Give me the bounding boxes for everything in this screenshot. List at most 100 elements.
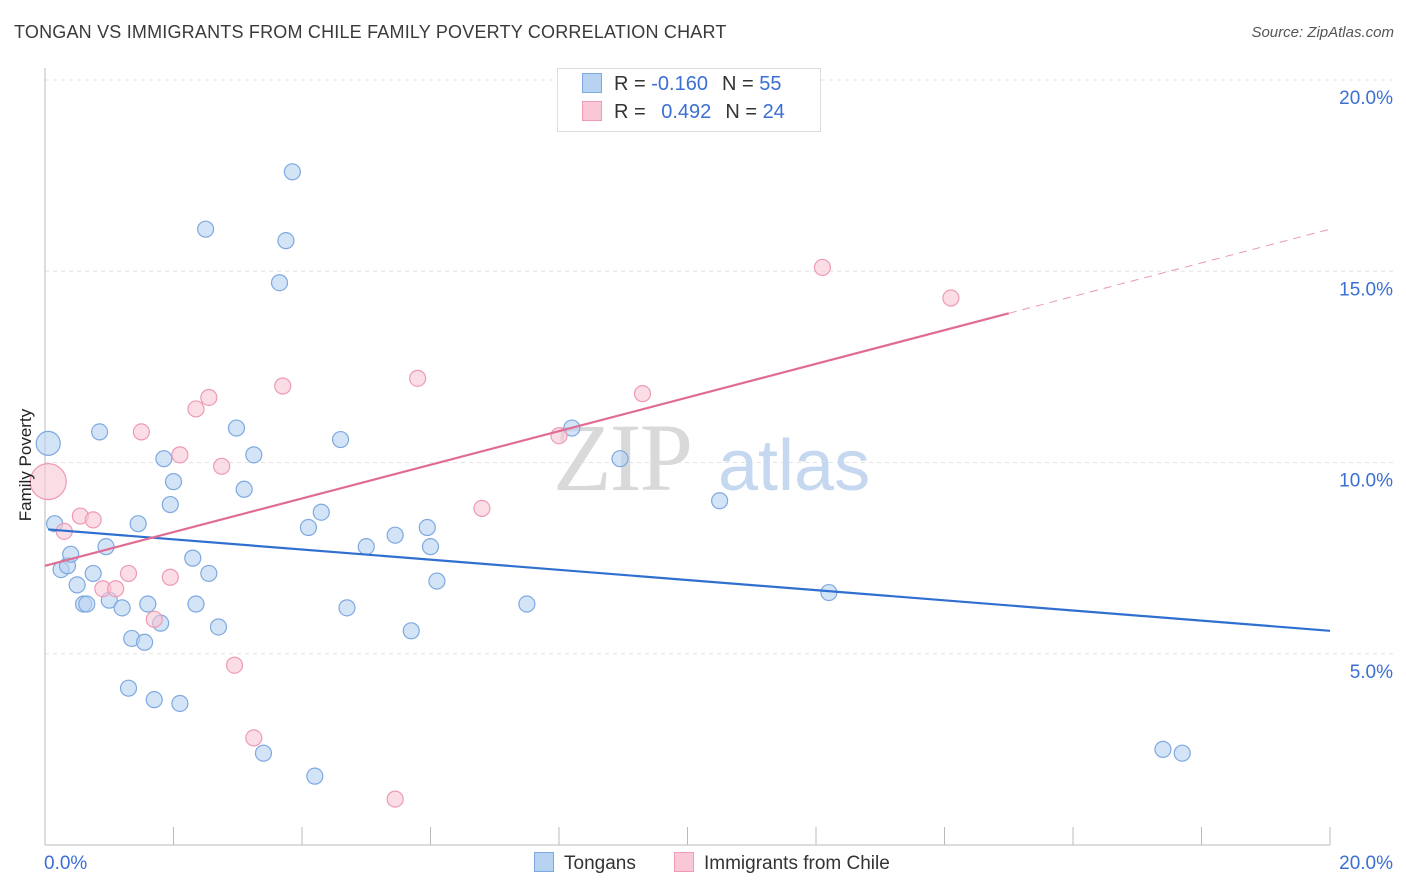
chile-point bbox=[213, 457, 231, 475]
tongans-point bbox=[277, 232, 295, 250]
y-tick-label: 10.0% bbox=[1339, 471, 1393, 492]
tongans-point bbox=[200, 564, 218, 583]
n-label: N = bbox=[721, 73, 754, 95]
y-tick-labels: 5.0% 10.0% 15.0% 20.0% bbox=[1339, 88, 1393, 683]
watermark-atlas: atlas bbox=[718, 426, 870, 506]
tongans-point bbox=[357, 538, 375, 556]
r-label: R = bbox=[614, 73, 646, 95]
chile-point bbox=[200, 388, 218, 407]
tongans-point bbox=[235, 480, 253, 498]
n-value: 24 bbox=[762, 101, 785, 123]
legend-label-tongans: Tongans bbox=[564, 853, 636, 874]
tongans-point bbox=[184, 549, 202, 567]
tongans-point bbox=[135, 633, 154, 651]
tongans-point bbox=[164, 473, 183, 491]
tongans-point bbox=[187, 595, 205, 613]
chile-legend-swatch bbox=[674, 852, 694, 872]
chile-point bbox=[84, 511, 102, 529]
tongans-point bbox=[119, 679, 138, 697]
trend-lines bbox=[44, 228, 1331, 632]
tongans-point bbox=[283, 163, 301, 181]
tongans-point bbox=[386, 526, 404, 544]
y-tick-label: 20.0% bbox=[1339, 88, 1393, 109]
tongans-point bbox=[155, 450, 173, 468]
tongans-point bbox=[227, 419, 246, 437]
r-value: 0.492 bbox=[661, 101, 712, 123]
tongans-trend-line bbox=[48, 528, 1331, 632]
tongans-point bbox=[84, 564, 102, 583]
tongans-point bbox=[299, 518, 318, 537]
y-axis-label: Family Poverty bbox=[16, 408, 35, 522]
source-label: Source: ZipAtlas.com bbox=[1251, 24, 1394, 41]
legend-label-chile: Immigrants from Chile bbox=[704, 853, 890, 874]
chile-point bbox=[813, 258, 832, 277]
tongans-point bbox=[209, 618, 228, 636]
tongans-point bbox=[68, 576, 86, 594]
tongans-point bbox=[421, 538, 440, 556]
tongans-point bbox=[197, 220, 215, 238]
y-tick-label: 15.0% bbox=[1339, 279, 1393, 300]
tongans-point bbox=[611, 450, 629, 468]
axes bbox=[44, 68, 1331, 846]
tongans-point bbox=[1154, 740, 1172, 758]
series-chile-points bbox=[29, 258, 960, 808]
chile-point bbox=[409, 369, 427, 387]
legend-item-chile[interactable]: Immigrants from Chile bbox=[674, 852, 890, 875]
chile-point bbox=[225, 656, 244, 674]
tongans-point bbox=[518, 595, 536, 613]
tongans-point bbox=[1173, 744, 1191, 762]
chile-point bbox=[386, 790, 404, 808]
series-tongans-points bbox=[35, 163, 1191, 785]
tongans-point bbox=[129, 515, 147, 533]
chile-point bbox=[29, 463, 67, 501]
chile-swatch bbox=[582, 101, 602, 121]
tongans-point bbox=[270, 274, 289, 292]
tongans-point bbox=[711, 492, 729, 510]
r-value: -0.160 bbox=[651, 73, 708, 95]
tongans-point bbox=[91, 423, 109, 441]
chile-point bbox=[245, 729, 263, 747]
tongans-point bbox=[254, 744, 273, 762]
x-tick-label: 0.0% bbox=[44, 853, 87, 874]
tongans-point bbox=[171, 694, 189, 713]
tongans-swatch bbox=[582, 73, 602, 93]
chart-title: TONGAN VS IMMIGRANTS FROM CHILE FAMILY P… bbox=[14, 22, 727, 42]
tongans-point bbox=[113, 599, 131, 617]
chile-point bbox=[171, 446, 189, 464]
tongans-legend-swatch bbox=[534, 852, 554, 872]
legend-item-tongans[interactable]: Tongans bbox=[534, 852, 636, 875]
tongans-point bbox=[161, 495, 179, 514]
chile-point bbox=[942, 289, 960, 307]
n-label: N = bbox=[725, 101, 757, 123]
x-tick-label: 20.0% bbox=[1339, 853, 1393, 874]
tongans-point bbox=[139, 595, 157, 613]
tongans-point bbox=[245, 446, 263, 464]
chile-point bbox=[107, 580, 125, 598]
chile-point bbox=[633, 385, 652, 403]
tongans-point bbox=[418, 518, 436, 537]
chile-point bbox=[132, 423, 150, 441]
tongans-point bbox=[338, 599, 356, 617]
tongans-point bbox=[35, 430, 61, 456]
tongans-point bbox=[402, 622, 420, 640]
series-legend: Tongans Immigrants from Chile bbox=[0, 852, 1406, 878]
chile-point bbox=[119, 564, 138, 583]
tongans-point bbox=[312, 503, 330, 521]
n-value: 55 bbox=[759, 73, 782, 95]
stats-legend: R = -0.160 N = 55 R = 0.492 N = 24 bbox=[557, 68, 821, 132]
chile-trend-line bbox=[44, 312, 1010, 567]
tongans-point bbox=[145, 691, 163, 709]
stats-row-chile: R = 0.492 N = 24 bbox=[582, 101, 785, 127]
y-tick-label: 5.0% bbox=[1350, 662, 1393, 683]
chile-point bbox=[161, 568, 179, 586]
chile-point bbox=[187, 400, 205, 418]
tongans-point bbox=[78, 595, 96, 613]
chile-point bbox=[145, 610, 163, 628]
tongans-point bbox=[428, 572, 446, 590]
stats-row-tongans: R = -0.160 N = 55 bbox=[582, 73, 781, 99]
chile-point bbox=[473, 499, 491, 517]
r-label: R = bbox=[614, 101, 646, 123]
x-tick-labels: 0.0% 20.0% bbox=[44, 853, 1393, 874]
chile-point bbox=[274, 377, 292, 395]
